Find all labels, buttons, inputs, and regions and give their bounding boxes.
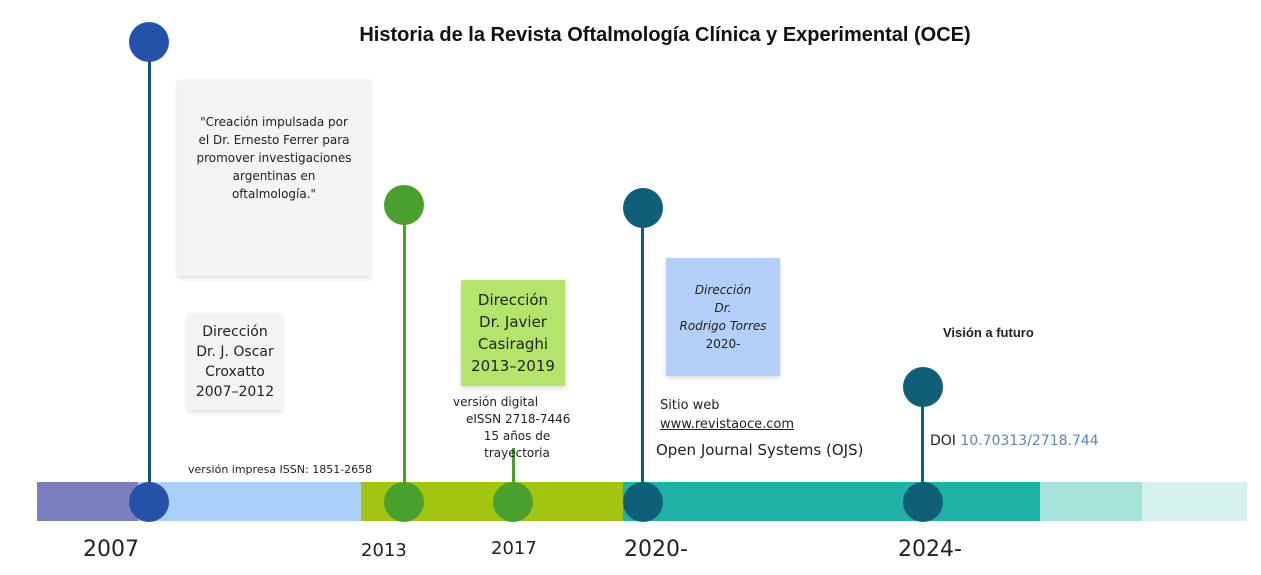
milestone-top-2007 bbox=[129, 22, 169, 62]
milestone-bar-2013 bbox=[384, 482, 424, 522]
director-note-casiraghi: Dirección Dr. Javier Casiraghi 2013–2019 bbox=[461, 280, 565, 386]
bar-segment-purple bbox=[37, 482, 138, 521]
stem-2020 bbox=[641, 208, 644, 502]
milestone-top-2013 bbox=[384, 185, 424, 225]
years-trajectory: 15 años de trayectoria bbox=[483, 429, 551, 460]
bar-segment-mint bbox=[1040, 482, 1142, 521]
note-line: Dr. bbox=[714, 301, 732, 315]
diagram-title: Historia de la Revista Oftalmología Clín… bbox=[359, 24, 971, 46]
digital-version-info: versión digital eISSN 2718-7446 15 años … bbox=[452, 394, 582, 462]
year-2024: 2024- bbox=[898, 537, 962, 562]
note-line: Dirección bbox=[694, 283, 752, 297]
bar-segment-teal bbox=[623, 482, 1040, 521]
milestone-top-2020 bbox=[623, 188, 663, 228]
website-label: Sitio web bbox=[660, 398, 720, 413]
note-line: 2020- bbox=[705, 337, 741, 351]
note-line: Croxatto bbox=[205, 364, 265, 380]
note-line: Dr. Javier bbox=[479, 313, 547, 331]
website-link[interactable]: www.revistaoce.com bbox=[660, 417, 795, 432]
milestone-bar-2017 bbox=[493, 482, 533, 522]
stem-2007 bbox=[148, 42, 151, 502]
doi-value[interactable]: 10.70313/2718.744 bbox=[960, 433, 1099, 449]
doi-label: DOI bbox=[930, 433, 956, 449]
year-2020: 2020- bbox=[624, 537, 688, 562]
milestone-bar-2020 bbox=[623, 482, 663, 522]
note-line: 2007–2012 bbox=[195, 384, 275, 400]
note-line: Casiraghi bbox=[477, 335, 549, 353]
doi-info: DOI 10.70313/2718.744 bbox=[930, 433, 1099, 449]
bar-segment-light-blue bbox=[138, 482, 361, 521]
ojs-label: Open Journal Systems (OJS) bbox=[656, 441, 864, 459]
year-2017: 2017 bbox=[491, 538, 537, 559]
stem-2017 bbox=[512, 448, 515, 502]
digital-version: versión digital bbox=[453, 395, 539, 409]
note-line: Rodrigo Torres bbox=[679, 319, 767, 333]
note-line: Dirección bbox=[477, 291, 549, 309]
note-line: Dirección bbox=[202, 324, 268, 340]
note-line: 2013–2019 bbox=[471, 357, 555, 375]
note-line: Dr. J. Oscar bbox=[196, 344, 274, 360]
stem-2013 bbox=[403, 205, 406, 502]
stem-2024 bbox=[921, 387, 924, 502]
founding-quote: "Creación impulsada por el Dr. Ernesto F… bbox=[196, 115, 352, 201]
print-issn: versión impresa ISSN: 1851-2658 bbox=[188, 463, 373, 476]
director-note-croxatto: Dirección Dr. J. Oscar Croxatto 2007–201… bbox=[188, 314, 282, 410]
eissn: eISSN 2718-7446 bbox=[466, 412, 571, 426]
bar-segment-pale bbox=[1142, 482, 1247, 521]
year-2013: 2013 bbox=[361, 540, 407, 561]
founding-quote-note: "Creación impulsada por el Dr. Ernesto F… bbox=[178, 80, 370, 276]
milestone-bar-2007 bbox=[129, 482, 169, 522]
milestone-bar-2024 bbox=[903, 482, 943, 522]
milestone-top-2024 bbox=[903, 367, 943, 407]
future-vision-label: Visión a futuro bbox=[943, 325, 1034, 340]
year-2007: 2007 bbox=[83, 537, 139, 562]
director-note-torres: Dirección Dr. Rodrigo Torres 2020- bbox=[666, 258, 780, 376]
